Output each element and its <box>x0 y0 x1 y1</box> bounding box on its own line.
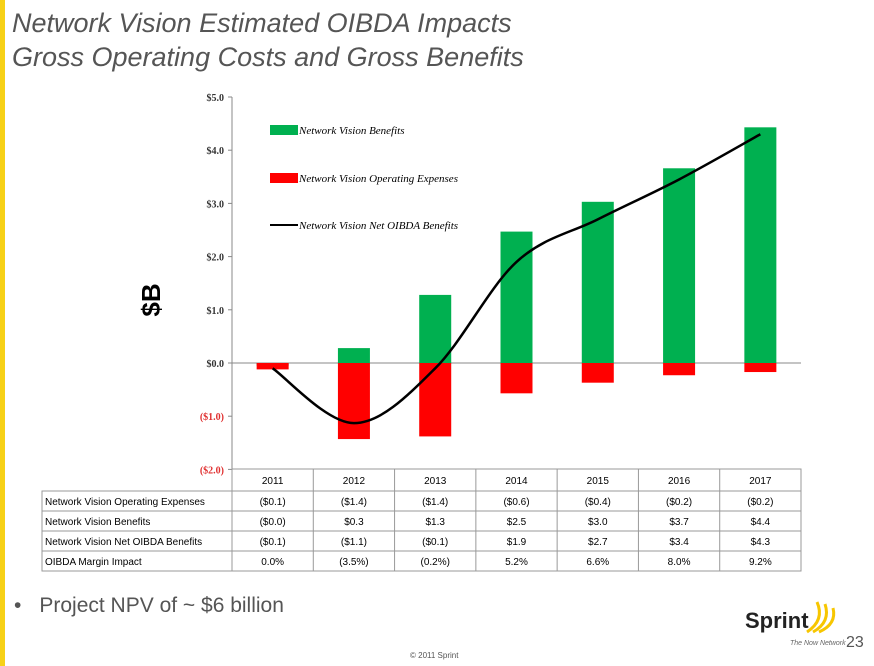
table-cell: ($1.4) <box>422 497 448 508</box>
table-cell: $4.3 <box>751 537 771 548</box>
benefit-bar <box>419 294 452 363</box>
table-row-label: Network Vision Net OIBDA Benefits <box>45 537 202 548</box>
title-line-2: Gross Operating Costs and Gross Benefits <box>12 42 524 72</box>
y-tick-label: $5.0 <box>207 93 225 104</box>
table-header-year: 2017 <box>749 476 772 487</box>
sprint-logo: Sprint <box>745 608 809 633</box>
copyright: © 2011 Sprint <box>410 651 459 660</box>
table-cell: $4.4 <box>751 517 771 528</box>
table-cell: $2.5 <box>507 517 527 528</box>
y-axis-label: $B <box>136 283 166 316</box>
tagline: The Now Network <box>790 640 846 647</box>
table-row-label: OIBDA Margin Impact <box>45 557 142 568</box>
table-header-year: 2013 <box>424 476 447 487</box>
table-cell: ($0.1) <box>260 537 286 548</box>
table-cell: 6.6% <box>586 557 609 568</box>
table-cell: ($0.2) <box>666 497 692 508</box>
y-tick-label: $3.0 <box>207 199 225 210</box>
table-header-year: 2014 <box>505 476 528 487</box>
table-cell: ($0.4) <box>585 497 611 508</box>
expense-bar <box>744 363 777 373</box>
table-cell: $0.3 <box>344 517 364 528</box>
legend-swatch <box>270 173 298 183</box>
table-cell: $1.3 <box>425 517 445 528</box>
y-tick-label: $0.0 <box>207 359 225 370</box>
npv-bullet: • Project NPV of ~ $6 billion <box>14 594 284 617</box>
table-cell: (3.5%) <box>339 557 368 568</box>
table-cell: ($0.2) <box>747 497 773 508</box>
table-row-label: Network Vision Operating Expenses <box>45 497 205 508</box>
table-cell: ($0.6) <box>503 497 529 508</box>
y-tick-label: $4.0 <box>207 146 225 157</box>
table-cell: $1.9 <box>507 537 527 548</box>
legend-label: Network Vision Benefits <box>298 125 405 137</box>
y-tick-label: ($2.0) <box>200 465 224 476</box>
net-oibda-line <box>271 133 761 425</box>
y-tick-label: $1.0 <box>207 306 225 317</box>
y-tick-label: $2.0 <box>207 253 225 264</box>
expense-bar <box>419 363 452 437</box>
table-cell: ($1.1) <box>341 537 367 548</box>
table-cell: $3.4 <box>669 537 689 548</box>
table-cell: $2.7 <box>588 537 608 548</box>
title-line-1: Network Vision Estimated OIBDA Impacts <box>12 8 512 38</box>
accent-bar <box>0 0 5 666</box>
table-row-label: Network Vision Benefits <box>45 517 150 528</box>
table-cell: $3.0 <box>588 517 608 528</box>
page-number: 23 <box>846 634 864 651</box>
table-cell: ($0.1) <box>422 537 448 548</box>
expense-bar <box>500 363 533 394</box>
benefit-bar <box>581 201 614 363</box>
benefit-bar <box>337 348 370 363</box>
table-cell: 9.2% <box>749 557 772 568</box>
y-tick-label: ($1.0) <box>200 412 224 423</box>
expense-bar <box>663 363 696 376</box>
table-header-year: 2012 <box>343 476 366 487</box>
slide-title: Network Vision Estimated OIBDA Impacts G… <box>12 6 524 74</box>
expense-bar <box>581 363 614 383</box>
legend-swatch <box>270 125 298 135</box>
benefit-bar <box>663 168 696 363</box>
npv-text: Project NPV of ~ $6 billion <box>39 594 284 617</box>
table-header-year: 2016 <box>668 476 691 487</box>
benefit-bar <box>744 127 777 363</box>
table-cell: (0.2%) <box>420 557 449 568</box>
table-row <box>41 550 802 572</box>
expense-bar <box>256 363 289 370</box>
legend-label: Network Vision Operating Expenses <box>298 173 458 185</box>
sprint-wing-icon <box>806 601 836 634</box>
table-cell: ($1.4) <box>341 497 367 508</box>
table-cell: 0.0% <box>261 557 284 568</box>
table-cell: $3.7 <box>669 517 689 528</box>
table-header-year: 2011 <box>262 476 284 487</box>
table-cell: ($0.1) <box>260 497 286 508</box>
table-cell: 5.2% <box>505 557 528 568</box>
expense-bar <box>337 363 370 440</box>
table-header-year: 2015 <box>587 476 610 487</box>
table-cell: ($0.0) <box>260 517 286 528</box>
legend-label: Network Vision Net OIBDA Benefits <box>298 220 458 232</box>
table-cell: 8.0% <box>668 557 691 568</box>
